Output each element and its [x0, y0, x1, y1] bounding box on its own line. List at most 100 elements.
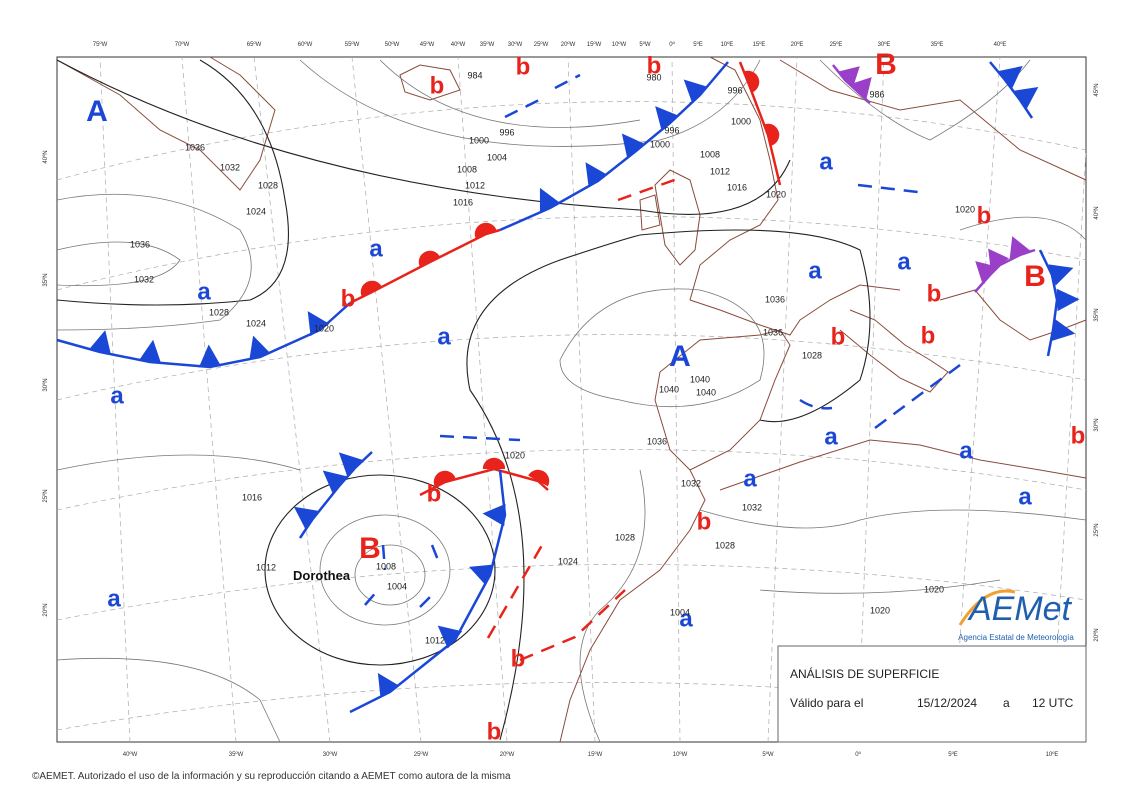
low-pressure-center: b — [430, 72, 445, 99]
bottom-longitude: 35ºW — [229, 751, 244, 758]
isobar-label: 1040 — [659, 384, 679, 394]
high-pressure-center: a — [679, 605, 693, 632]
isobar-label: 1040 — [696, 387, 716, 397]
isobar-label: 1024 — [246, 206, 266, 216]
isobar-label: 1004 — [387, 581, 407, 591]
top-longitude: 45ºW — [420, 41, 435, 48]
left-latitude: 20ºN — [42, 603, 49, 616]
isobar-label: 996 — [664, 125, 679, 135]
top-longitude: 60ºW — [298, 41, 313, 48]
top-longitude: 25ºE — [830, 41, 843, 48]
isobar-label: 1028 — [715, 540, 735, 550]
top-longitude: 15ºW — [587, 41, 602, 48]
high-pressure-center: a — [197, 278, 211, 305]
isobar-label: 1000 — [650, 139, 670, 149]
high-pressure-center: a — [437, 323, 451, 350]
low-pressure-center: B — [359, 532, 381, 565]
isobar-label: 1036 — [763, 327, 783, 337]
isobar-label: 1008 — [700, 149, 720, 159]
low-pressure-center: b — [647, 52, 662, 79]
low-pressure-center: b — [921, 322, 936, 349]
top-longitude: 5ºE — [693, 41, 703, 48]
bottom-longitude: 0º — [855, 751, 861, 758]
low-pressure-center: b — [427, 480, 442, 507]
low-pressure-center: B — [1024, 260, 1046, 293]
isobar-label: 1012 — [425, 635, 445, 645]
top-longitude: 65ºW — [247, 41, 262, 48]
isobar-label: 1004 — [487, 152, 507, 162]
left-latitude: 40ºN — [42, 150, 49, 163]
isobar-label: 1012 — [710, 166, 730, 176]
low-pressure-center: b — [341, 285, 356, 312]
low-pressure-center: b — [831, 323, 846, 350]
right-latitude: 35ºN — [1093, 308, 1100, 321]
info-date: 15/12/2024 — [917, 696, 977, 710]
isobar-label: 1032 — [681, 478, 701, 488]
info-valid-label: Válido para el — [790, 696, 863, 710]
top-longitude: 55ºW — [345, 41, 360, 48]
logo-subtitle: Agencia Estatal de Meteorología — [958, 633, 1074, 642]
isobar-label: 1020 — [955, 204, 975, 214]
top-longitude: 30ºW — [508, 41, 523, 48]
isobar-label: 1028 — [802, 350, 822, 360]
high-pressure-center: a — [743, 465, 757, 492]
low-pressure-center: b — [487, 718, 502, 745]
high-pressure-center: a — [808, 257, 822, 284]
isobar-label: 1008 — [376, 561, 396, 571]
isobar-label: 1036 — [647, 436, 667, 446]
isobar-label: 1028 — [209, 307, 229, 317]
top-longitude: 35ºW — [480, 41, 495, 48]
isobar-label: 1032 — [134, 274, 154, 284]
high-pressure-center: a — [369, 235, 383, 262]
storm-name: Dorothea — [293, 568, 351, 583]
low-pressure-center: b — [511, 645, 526, 672]
isobar-label: 1028 — [258, 180, 278, 190]
right-latitude: 20ºN — [1093, 628, 1100, 641]
low-pressure-center: b — [977, 202, 992, 229]
bottom-longitude: 10ºE — [1046, 751, 1059, 758]
isobar-label: 1012 — [256, 562, 276, 572]
top-longitude: 20ºE — [791, 41, 804, 48]
bottom-longitude: 20ºW — [500, 751, 515, 758]
low-pressure-center: b — [516, 53, 531, 80]
top-longitude: 25ºW — [534, 41, 549, 48]
bottom-longitude: 30ºW — [323, 751, 338, 758]
info-separator: a — [1003, 696, 1010, 710]
low-pressure-center: b — [927, 280, 942, 307]
info-box — [777, 645, 1087, 743]
logo-swoosh — [958, 589, 1016, 626]
isobar-label: 1036 — [185, 142, 205, 152]
right-latitude: 45ºN — [1093, 83, 1100, 96]
isobar-label: 1020 — [870, 605, 890, 615]
top-longitude: 35ºE — [931, 41, 944, 48]
top-longitude: 40ºW — [451, 41, 466, 48]
isobar-label: 1028 — [615, 532, 635, 542]
top-longitude: 10ºE — [721, 41, 734, 48]
isobar-label: 1008 — [457, 164, 477, 174]
high-pressure-center: a — [107, 585, 121, 612]
isobar-label: 1016 — [242, 492, 262, 502]
isobar-label: 986 — [869, 89, 884, 99]
isobar-label: 1016 — [727, 182, 747, 192]
isobar-label: 1036 — [765, 294, 785, 304]
isobar-label: 1020 — [766, 189, 786, 199]
high-pressure-center: a — [819, 148, 833, 175]
isobar-label: 1020 — [314, 323, 334, 333]
right-latitude: 25ºN — [1093, 523, 1100, 536]
info-time: 12 UTC — [1032, 696, 1074, 710]
high-pressure-center: a — [897, 248, 911, 275]
high-pressure-center: a — [1018, 483, 1032, 510]
isobar-label: 1024 — [558, 556, 578, 566]
high-pressure-center: A — [669, 340, 691, 373]
isobar-label: 980 — [646, 72, 661, 82]
isobar-label: 1040 — [690, 374, 710, 384]
isobar-label: 1012 — [465, 180, 485, 190]
top-longitude: 15ºE — [753, 41, 766, 48]
isobar-label: 1036 — [130, 239, 150, 249]
left-latitude: 35ºN — [42, 273, 49, 286]
bottom-longitude: 10ºW — [673, 751, 688, 758]
left-latitude: 25ºN — [42, 489, 49, 502]
high-pressure-center: a — [110, 382, 124, 409]
isobar-label: 1004 — [670, 607, 690, 617]
